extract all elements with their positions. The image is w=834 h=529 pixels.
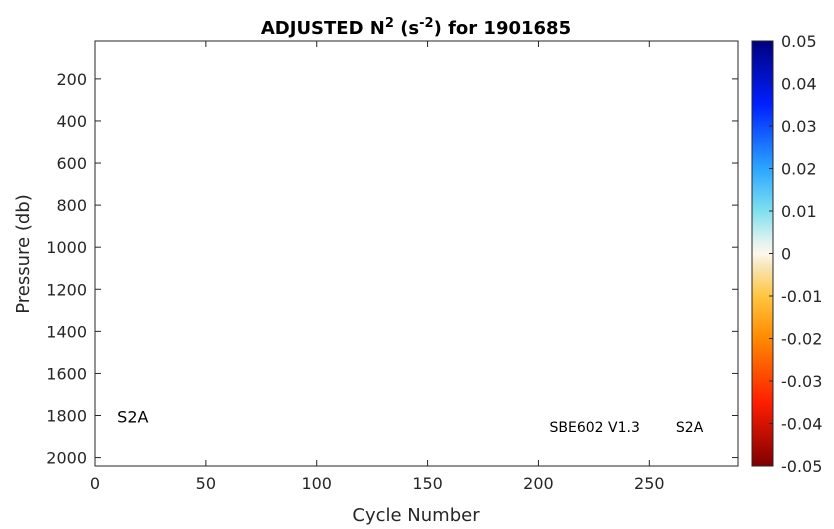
colorbar-tick-label: 0.03 [781, 117, 817, 136]
colorbar-axis: 0.05 0.04 0.03 0.02 0.01 0 -0.01 -0.02 -0.03 -0.0… [769, 32, 822, 476]
y-tick-label: 1600 [46, 364, 87, 383]
title-sup1: 2 [385, 16, 394, 31]
x-tick-label: 200 [523, 474, 554, 493]
x-tick-label: 250 [634, 474, 665, 493]
y-tick-label: 200 [56, 70, 87, 89]
x-tick-label: 50 [196, 474, 216, 493]
colorbar-tick-label: -0.05 [781, 457, 822, 476]
plot-area [94, 40, 739, 467]
colorbar-tick-label: -0.02 [781, 330, 822, 349]
y-tick-label: 400 [56, 112, 87, 131]
title-sup2: -2 [419, 16, 433, 31]
y-tick-label: 600 [56, 154, 87, 173]
colorbar-tick-label: -0.01 [781, 287, 822, 306]
colorbar-tick-label: 0 [781, 245, 791, 264]
colorbar-tick-label: 0.05 [781, 32, 817, 51]
y-tick-label: 1800 [46, 407, 87, 426]
x-axis: 0 50 100 150 200 250 [90, 41, 665, 493]
title-prefix: ADJUSTED N [261, 18, 385, 39]
colorbar-tick-label: 0.02 [781, 160, 817, 179]
chart-title: ADJUSTED N2 (s-2) for 1901685 [261, 16, 571, 40]
title-mid: (s [394, 18, 419, 39]
y-axis: 200 400 600 800 1000 1200 1400 1600 1800 2000 [46, 70, 738, 468]
y-axis-label: Pressure (db) [13, 194, 34, 313]
x-tick-label: 0 [90, 474, 100, 493]
annotations: S2A SBE602 V1.3 S2A [117, 408, 704, 436]
annotation-text: S2A [676, 420, 704, 436]
title-suffix: ) for 1901685 [434, 18, 572, 39]
colorbar-tick-label: -0.03 [781, 372, 822, 391]
y-tick-label: 1400 [46, 322, 87, 341]
x-tick-label: 150 [412, 474, 443, 493]
x-tick-label: 100 [301, 474, 332, 493]
y-tick-label: 1200 [46, 280, 87, 299]
y-tick-label: 2000 [46, 449, 87, 468]
colorbar-tick-label: 0.04 [781, 75, 817, 94]
x-axis-label: Cycle Number [352, 505, 480, 526]
annotation-text: SBE602 V1.3 [550, 420, 640, 436]
annotation-text: S2A [117, 408, 148, 427]
y-tick-label: 800 [56, 196, 87, 215]
colorbar-tick-label: 0.01 [781, 202, 817, 221]
y-tick-label: 1000 [46, 238, 87, 257]
colorbar-tick-label: -0.04 [781, 415, 822, 434]
